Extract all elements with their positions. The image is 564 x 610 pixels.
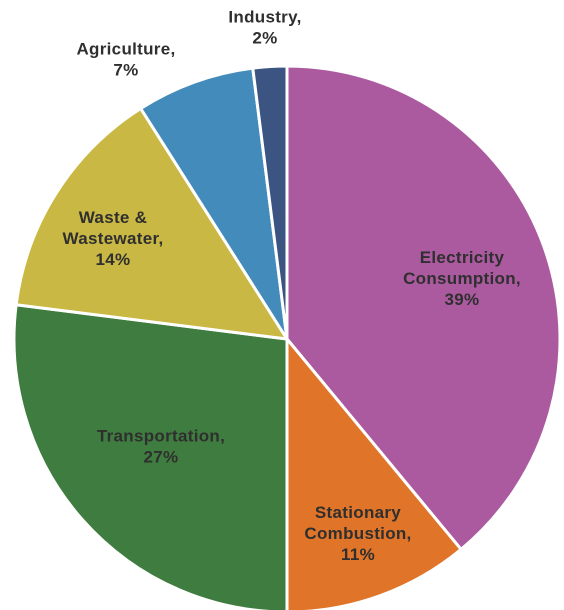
pie-label-line: Combustion, [304,524,411,543]
pie-label-line: 2% [252,29,277,48]
pie-label-line: Electricity [420,248,505,267]
pie-label-waste: Waste & Wastewater, 14% [63,208,164,269]
pie-slice-stationary [285,337,463,610]
pie-label-agriculture: Agriculture, 7% [76,40,175,80]
pie-slice-transportation [12,303,289,610]
pie-label-transportation: Transportation, 27% [97,427,225,467]
pie-label-line: 39% [445,290,480,309]
pie-slice-electricity [285,64,562,551]
pie-slices [12,64,562,610]
pie-label-line: Industry, [228,8,301,27]
pie-label-line: Stationary [315,503,401,522]
pie-labels: Electricity Consumption, 39% Stationary Comb… [63,8,521,565]
pie-slice-agriculture [139,66,289,341]
pie-label-stationary: Stationary Combustion, 11% [304,503,411,564]
pie-label-line: Consumption, [403,269,521,288]
pie-label-electricity: Electricity Consumption, 39% [403,248,521,309]
pie-label-industry: Industry, 2% [228,8,301,48]
pie-label-line: 11% [341,545,375,564]
pie-label-line: Waste & [79,208,148,227]
pie-label-line: 27% [144,448,179,467]
pie-label-line: 7% [113,61,138,80]
pie-label-line: Agriculture, [76,40,175,59]
pie-label-line: Wastewater, [63,229,164,248]
pie-slice-industry [251,64,289,341]
pie-slice-waste [14,107,289,341]
pie-label-line: 14% [96,250,131,269]
pie-label-line: Transportation, [97,427,225,446]
